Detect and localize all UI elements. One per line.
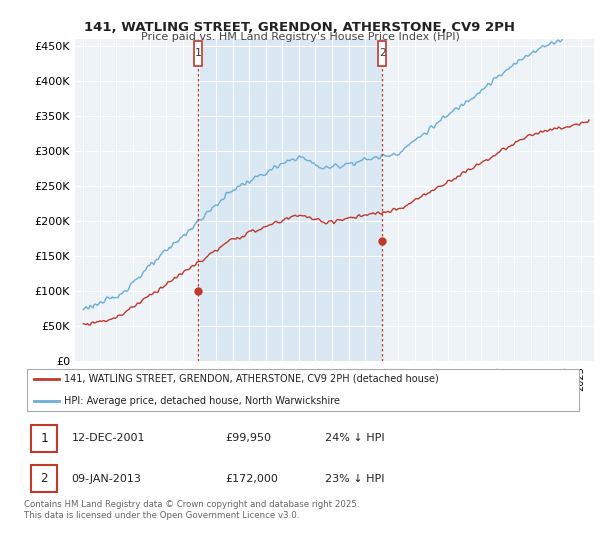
Text: 24% ↓ HPI: 24% ↓ HPI bbox=[325, 433, 385, 444]
Text: Price paid vs. HM Land Registry's House Price Index (HPI): Price paid vs. HM Land Registry's House … bbox=[140, 32, 460, 42]
Text: 2: 2 bbox=[40, 472, 48, 485]
Text: 1: 1 bbox=[194, 48, 202, 58]
Text: HPI: Average price, detached house, North Warwickshire: HPI: Average price, detached house, Nort… bbox=[64, 396, 340, 406]
Text: 141, WATLING STREET, GRENDON, ATHERSTONE, CV9 2PH: 141, WATLING STREET, GRENDON, ATHERSTONE… bbox=[85, 21, 515, 34]
Text: 2: 2 bbox=[379, 48, 386, 58]
Text: 12-DEC-2001: 12-DEC-2001 bbox=[71, 433, 145, 444]
FancyBboxPatch shape bbox=[194, 41, 202, 66]
Text: 141, WATLING STREET, GRENDON, ATHERSTONE, CV9 2PH (detached house): 141, WATLING STREET, GRENDON, ATHERSTONE… bbox=[64, 374, 439, 384]
Bar bbox=[198, 39, 382, 361]
Text: 09-JAN-2013: 09-JAN-2013 bbox=[71, 474, 142, 484]
Text: 23% ↓ HPI: 23% ↓ HPI bbox=[325, 474, 385, 484]
FancyBboxPatch shape bbox=[31, 425, 58, 451]
Text: Contains HM Land Registry data © Crown copyright and database right 2025.
This d: Contains HM Land Registry data © Crown c… bbox=[24, 500, 359, 520]
Text: 1: 1 bbox=[40, 432, 48, 445]
Text: £172,000: £172,000 bbox=[225, 474, 278, 484]
FancyBboxPatch shape bbox=[31, 465, 58, 492]
FancyBboxPatch shape bbox=[378, 41, 386, 66]
FancyBboxPatch shape bbox=[27, 368, 579, 411]
Text: £99,950: £99,950 bbox=[225, 433, 271, 444]
